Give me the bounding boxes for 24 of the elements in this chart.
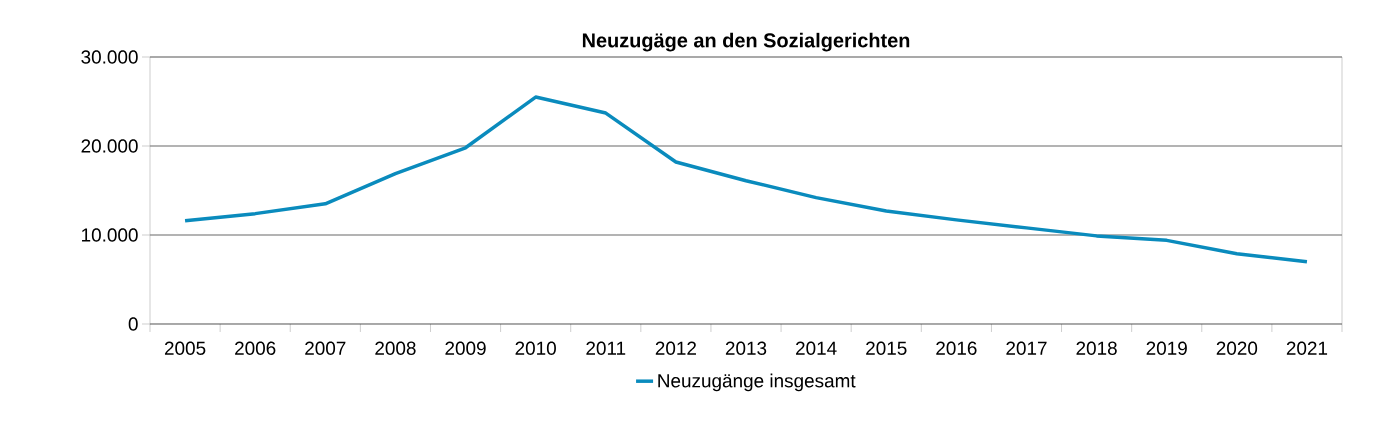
x-tick-label: 2012 [655,341,696,355]
x-tick-label: 2009 [445,341,486,355]
x-tick-label: 2016 [936,341,977,355]
x-tick-label: 2011 [586,341,626,355]
x-tick-label: 2008 [375,341,416,355]
x-tick-label: 2021 [1286,341,1328,355]
chart-title: Neuzugäge an den Sozialgerichten [582,32,910,52]
x-tick-label: 2013 [725,341,767,355]
x-tick-label: 2018 [1076,341,1117,355]
x-tick-label: 2007 [305,341,346,355]
x-tick-label: 2010 [515,341,556,355]
y-tick-label: 10.000 [82,228,138,242]
legend-label: Neuzugänge insgesamt [658,373,856,392]
y-tick-label: 30.000 [81,50,138,64]
x-tick-label: 2020 [1216,341,1258,355]
y-tick-label: 0 [128,317,138,331]
x-tick-label: 2017 [1006,341,1047,355]
x-tick-label: 2005 [164,341,206,355]
line-series [183,95,1309,264]
x-tick-label: 2019 [1146,341,1187,355]
x-tick-label: 2014 [796,341,837,355]
x-tick-label: 2006 [235,341,276,355]
x-tick-label: 2015 [866,341,907,355]
y-tick-label: 20.000 [81,139,138,153]
